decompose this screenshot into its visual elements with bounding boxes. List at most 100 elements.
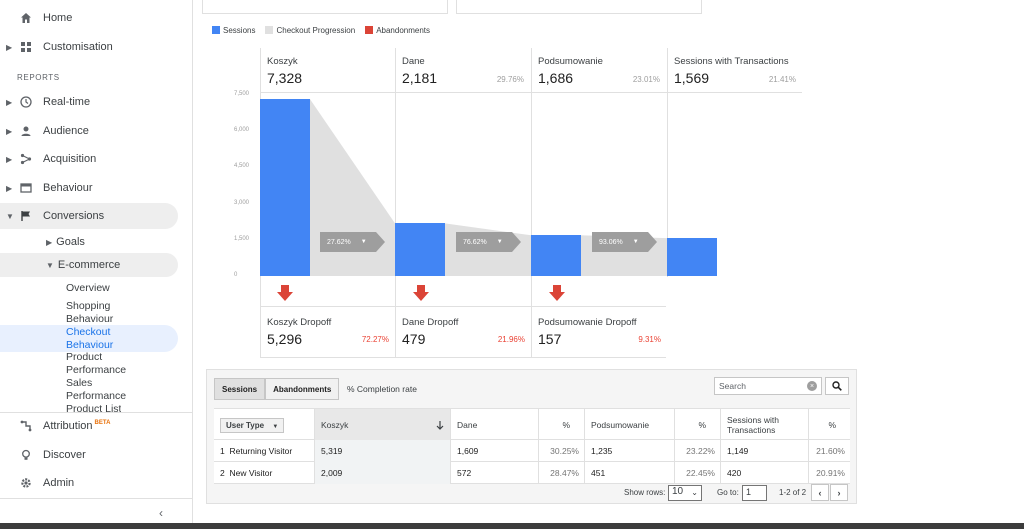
- section-label-reports: REPORTS: [17, 73, 60, 82]
- page-range: 1-2 of 2: [779, 488, 807, 497]
- next-page-button[interactable]: ›: [830, 484, 848, 501]
- cell-pct: 22.45%: [675, 462, 721, 484]
- funnel-bar[interactable]: [395, 223, 445, 276]
- goto-input[interactable]: 1: [742, 485, 767, 501]
- table-pager: Show rows: 10 ⌄ Go to: 1 1-2 of 2 ‹ ›: [207, 483, 856, 503]
- stage-koszyk: Koszyk 7,328: [260, 48, 395, 92]
- header-transactions[interactable]: Sessions with Transactions: [721, 409, 809, 441]
- progression-badge-1[interactable]: 27.62% ▼: [320, 232, 385, 252]
- sidebar-item-home[interactable]: Home: [0, 5, 193, 31]
- dropoff-value: 157: [538, 331, 562, 347]
- header-pct[interactable]: %: [828, 420, 836, 430]
- header-user-type[interactable]: User Type ▼: [214, 409, 315, 441]
- progression-badge-2[interactable]: 76.62% ▼: [456, 232, 521, 252]
- search-icon: [832, 381, 842, 391]
- sidebar-item-label: E-commerce: [57, 259, 121, 271]
- completion-rate-label[interactable]: % Completion rate: [347, 384, 417, 394]
- sidebar-item-label: Attribution: [43, 420, 93, 432]
- dropoff-dane: Dane Dropoff 479 21.96%: [395, 307, 531, 357]
- stage-podsumowanie: Podsumowanie 1,686 23.01%: [531, 48, 666, 92]
- sidebar-item-goals[interactable]: ▶ Goals: [46, 236, 85, 248]
- tab-sessions[interactable]: Sessions: [214, 378, 266, 400]
- progression-badge-3[interactable]: 93.06% ▼: [592, 232, 657, 252]
- dropoff-podsumowanie: Podsumowanie Dropoff 157 9.31%: [531, 307, 667, 357]
- header-pct[interactable]: %: [539, 409, 585, 441]
- header-koszyk[interactable]: Koszyk: [315, 409, 451, 441]
- dimension-label: User Type: [226, 420, 265, 430]
- row-dimension[interactable]: Returning Visitor: [229, 446, 293, 456]
- clear-icon[interactable]: ×: [807, 381, 817, 391]
- chevron-down-icon: ▼: [272, 423, 279, 430]
- sidebar-leaf-product-performance[interactable]: Product Performance: [66, 351, 127, 376]
- funnel-bar[interactable]: [260, 99, 310, 276]
- sidebar-item-admin[interactable]: Admin: [0, 470, 193, 496]
- header-dane[interactable]: Dane: [451, 409, 539, 441]
- gear-icon: [19, 476, 33, 490]
- cell-pct: 21.60%: [816, 446, 845, 456]
- sidebar-item-label: Acquisition: [43, 153, 97, 165]
- sidebar-divider: [0, 412, 193, 413]
- sidebar-item-discover[interactable]: Discover: [0, 442, 193, 468]
- funnel-bar[interactable]: [667, 238, 717, 276]
- stage-pct: 23.01%: [632, 75, 660, 84]
- table-row[interactable]: 2 New Visitor 2,009 572 28.47% 451 22.45…: [214, 462, 850, 484]
- flag-icon: [19, 209, 33, 223]
- header-pct[interactable]: %: [675, 409, 721, 441]
- progression-value: 27.62%: [327, 238, 351, 246]
- y-tick-label: 7,500: [234, 91, 250, 97]
- dropoff-value: 5,296: [267, 331, 303, 347]
- sidebar-item-attribution[interactable]: Attribution BETA: [0, 413, 193, 439]
- sidebar-item-acquisition[interactable]: ▶ Acquisition: [0, 146, 193, 172]
- cell-transactions: 1,149: [721, 440, 809, 462]
- show-rows-value: 10: [672, 486, 684, 497]
- top-segment-boxes: [202, 0, 702, 14]
- sidebar-leaf-product-list[interactable]: Product List: [66, 403, 122, 412]
- search-input[interactable]: Search ×: [714, 377, 822, 395]
- table-row[interactable]: 1 Returning Visitor 5,319 1,609 30.25% 1…: [214, 440, 850, 462]
- caret-right-icon: ▶: [6, 97, 13, 107]
- sidebar-leaf-overview[interactable]: Overview: [66, 282, 110, 294]
- legend-abandonments: Abandonments: [365, 26, 430, 35]
- behaviour-icon: [19, 181, 33, 195]
- sidebar-leaf-checkout-behaviour[interactable]: Checkout Behaviour: [66, 326, 114, 351]
- sidebar-leaf-active-bg: [0, 325, 178, 352]
- legend-abandonments-label: Abandonments: [376, 26, 431, 35]
- dropoff-koszyk: Koszyk Dropoff 5,296 72.27%: [260, 307, 395, 357]
- sidebar-item-conversions[interactable]: ▼ Conversions: [0, 203, 178, 229]
- tab-abandonments[interactable]: Abandonments: [265, 378, 340, 400]
- sidebar-leaf-shopping-behaviour[interactable]: Shopping Behaviour: [66, 300, 114, 325]
- sidebar-leaf-sales-performance[interactable]: Sales Performance: [66, 377, 127, 402]
- y-tick-label: 4,500: [234, 163, 250, 170]
- chevron-left-icon: ‹: [818, 487, 822, 498]
- dropoff-arrow-icon[interactable]: [276, 284, 294, 302]
- show-rows-select[interactable]: 10 ⌄: [668, 485, 702, 501]
- row-dimension[interactable]: New Visitor: [229, 468, 273, 478]
- dropoff-value: 479: [402, 331, 426, 347]
- funnel-bar[interactable]: [531, 235, 581, 276]
- segment-box[interactable]: [202, 0, 448, 14]
- collapse-chevron-icon[interactable]: ‹: [159, 506, 163, 520]
- sidebar-item-realtime[interactable]: ▶ Real-time: [0, 89, 193, 115]
- dropoff-name: Koszyk Dropoff: [267, 317, 332, 328]
- metric-tabs: Sessions Abandonments: [214, 378, 340, 400]
- sidebar-item-label: Admin: [43, 477, 75, 489]
- header-podsumowanie[interactable]: Podsumowanie: [585, 409, 675, 441]
- dimension-selector[interactable]: User Type ▼: [220, 417, 285, 433]
- sidebar: Home ▶ Customisation REPORTS ▶ Real-time…: [0, 0, 193, 529]
- dropoff-arrow-icon[interactable]: [412, 284, 430, 302]
- dropoff-arrow-icon[interactable]: [548, 284, 566, 302]
- sidebar-item-customisation[interactable]: ▶ Customisation: [0, 34, 193, 60]
- grid-vline: [667, 92, 668, 277]
- sidebar-item-audience[interactable]: ▶ Audience: [0, 118, 193, 144]
- sidebar-item-behaviour[interactable]: ▶ Behaviour: [0, 175, 193, 201]
- grid-vline: [531, 48, 532, 358]
- sidebar-item-label: Goals: [56, 236, 85, 248]
- segment-box[interactable]: [456, 0, 702, 14]
- sidebar-item-label: Conversions: [43, 210, 105, 222]
- search-button[interactable]: [825, 377, 849, 395]
- dropoff-name: Podsumowanie Dropoff: [538, 317, 637, 328]
- sidebar-item-ecommerce[interactable]: ▼ E-commerce: [46, 259, 120, 271]
- prev-page-button[interactable]: ‹: [811, 484, 829, 501]
- stage-name: Dane: [402, 56, 425, 67]
- legend-swatch: [212, 26, 220, 34]
